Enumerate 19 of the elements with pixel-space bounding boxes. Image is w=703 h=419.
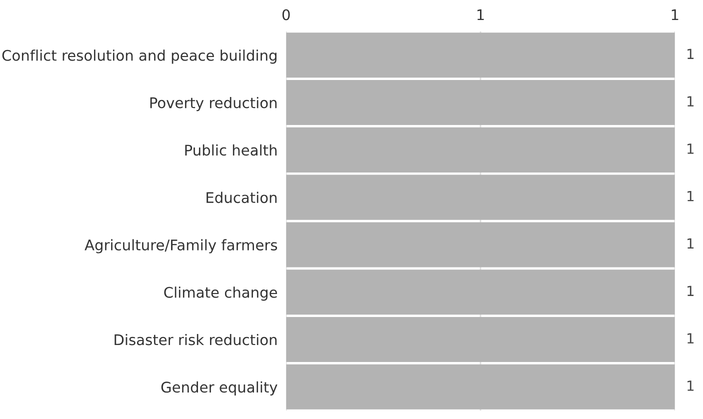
data-label: 1 <box>688 144 694 154</box>
data-label: 1 <box>688 238 694 249</box>
x-tick-label: 1 <box>477 9 484 20</box>
data-label: 1 <box>688 333 694 344</box>
y-tick-label: Conflict resolution and peace building <box>2 50 276 64</box>
x-tick-label: 0 <box>282 9 290 20</box>
data-label: 1 <box>688 286 694 296</box>
y-tick-label: Agriculture/Family farmers <box>84 239 278 254</box>
data-label: 1 <box>688 48 694 59</box>
y-tick-label: Poverty reduction <box>150 96 277 112</box>
y-tick-label: Gender equality <box>161 381 278 396</box>
y-tick-label: Public health <box>185 144 277 156</box>
y-tick-label: Disaster risk reduction <box>114 334 277 346</box>
data-label: 1 <box>688 191 694 202</box>
data-label: 1 <box>688 380 694 391</box>
y-tick-label: Climate change <box>164 286 278 301</box>
y-tick-label: Education <box>206 192 277 204</box>
x-tick-label: 1 <box>672 9 678 20</box>
data-label: 1 <box>688 96 694 106</box>
